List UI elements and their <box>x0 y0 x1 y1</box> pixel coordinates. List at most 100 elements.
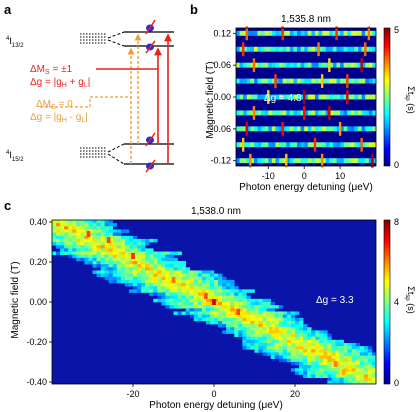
heatmap-cell <box>354 62 359 68</box>
heatmap-cell <box>282 30 287 36</box>
heatmap-cell <box>234 298 239 303</box>
heatmap-cell <box>226 305 231 309</box>
heatmap-cell <box>242 330 247 334</box>
panel-a-label: a <box>4 2 12 17</box>
heatmap-cell <box>177 270 182 274</box>
heatmap-cell <box>234 317 239 322</box>
heatmap-cell <box>254 320 259 325</box>
heatmap-cell <box>274 355 280 360</box>
heatmap-cell <box>246 320 251 325</box>
heatmap-cell <box>279 78 283 84</box>
bright-line <box>245 26 248 41</box>
heatmap-cell <box>104 254 109 259</box>
heatmap-cell <box>282 349 288 353</box>
heatmap-cell <box>173 302 178 306</box>
heatmap-cell <box>322 142 327 148</box>
heatmap-cell <box>72 248 77 252</box>
heatmap-cell <box>161 295 166 300</box>
heatmap-cell <box>300 46 305 52</box>
heatmap-cell <box>350 62 355 68</box>
heatmap-cell <box>189 305 195 309</box>
heatmap-cell <box>169 264 174 268</box>
heatmap-cell <box>295 361 300 366</box>
heatmap-cell <box>299 324 304 328</box>
heatmap-cell <box>104 248 109 252</box>
hot-spot <box>204 293 208 299</box>
heatmap-cell <box>270 302 276 306</box>
heatmap-cell <box>234 320 239 325</box>
heatmap-cell <box>266 298 271 303</box>
heatmap-cell <box>100 238 105 243</box>
heatmap-cell <box>314 46 319 52</box>
heatmap-cell <box>246 158 251 164</box>
heatmap-cell <box>88 229 93 233</box>
heatmap-cell <box>351 343 357 347</box>
heatmap-cell <box>355 374 361 378</box>
heatmap-cell <box>169 305 174 309</box>
heatmap-cell <box>307 361 312 366</box>
heatmap-cell <box>368 94 373 100</box>
heatmap-cell <box>343 94 348 100</box>
heatmap-cell <box>303 339 308 344</box>
heatmap-cell <box>60 220 65 224</box>
heatmap-cell <box>246 311 251 315</box>
heatmap-cell <box>112 223 118 227</box>
heatmap-cell <box>108 267 114 271</box>
heatmap-cell <box>234 314 239 319</box>
heatmap-cell <box>290 336 296 341</box>
heatmap-cell <box>197 295 203 300</box>
heatmap-cell <box>157 289 162 293</box>
heatmap-cell <box>311 346 316 350</box>
heatmap-cell <box>242 292 247 296</box>
heatmap-cell <box>108 270 114 274</box>
heatmap-cell <box>137 242 142 246</box>
x-tick-label: -10 <box>262 171 275 181</box>
heatmap-cell <box>257 30 262 36</box>
heatmap-cell <box>157 279 162 284</box>
heatmap-cell <box>325 94 330 100</box>
heatmap-cell <box>286 126 291 132</box>
heatmap-cell <box>363 349 369 353</box>
heatmap-cell <box>100 235 105 240</box>
heatmap-cell <box>72 238 77 243</box>
heatmap-cell <box>177 311 182 315</box>
heatmap-cell <box>311 374 316 378</box>
heatmap-cell <box>242 333 247 337</box>
heatmap-cell <box>92 248 97 252</box>
heatmap-cell <box>332 62 337 68</box>
heatmap-cell <box>278 343 284 347</box>
heatmap-cell <box>157 267 162 271</box>
heatmap-cell <box>293 126 298 132</box>
heatmap-cell <box>76 235 81 240</box>
heatmap-cell <box>161 270 166 274</box>
heatmap-cell <box>293 30 298 36</box>
heatmap-cell <box>238 289 243 293</box>
heatmap-cell <box>347 368 352 372</box>
heatmap-cell <box>279 110 283 116</box>
heatmap-cell <box>64 235 69 240</box>
heatmap-cell <box>293 46 298 52</box>
heatmap-cell <box>120 251 126 255</box>
heatmap-cell <box>295 324 300 328</box>
heatmap-cell <box>319 371 324 375</box>
heatmap-cell <box>258 330 263 334</box>
heatmap-cell <box>278 330 284 334</box>
heatmap-cell <box>185 305 190 309</box>
heatmap-cell <box>161 302 166 306</box>
heatmap-cell <box>314 62 319 68</box>
heatmap-cell <box>315 365 320 369</box>
heatmap-cell <box>354 142 359 148</box>
heatmap-cell <box>262 302 267 306</box>
heatmap-cell <box>239 46 244 52</box>
heatmap-cell <box>246 94 251 100</box>
heatmap-cell <box>278 311 284 315</box>
heatmap-cell <box>253 78 258 84</box>
heatmap-cell <box>311 158 316 164</box>
heatmap-cell <box>319 349 324 353</box>
heatmap-cell <box>205 302 211 306</box>
heatmap-cell <box>295 349 300 353</box>
heatmap-cell <box>124 267 130 271</box>
heatmap-cell <box>218 276 223 281</box>
heatmap-cell <box>153 273 158 278</box>
heatmap-cell <box>325 158 330 164</box>
